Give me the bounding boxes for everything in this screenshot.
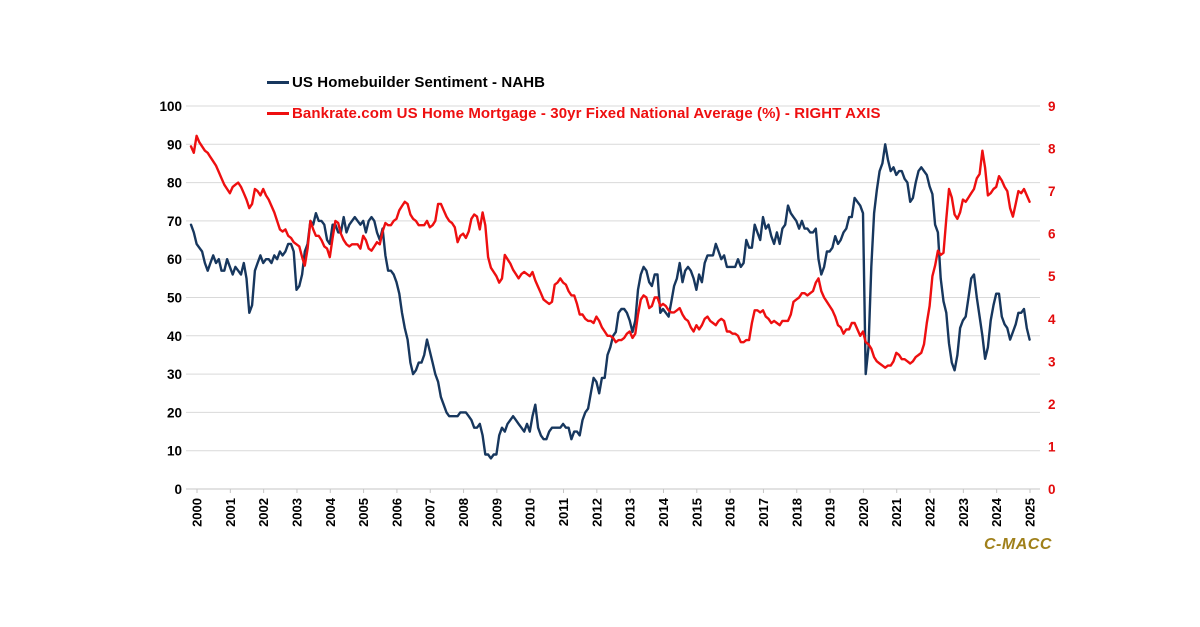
x-axis-year-label: 2016	[723, 498, 738, 527]
x-axis-year-label: 2017	[756, 498, 771, 527]
x-axis-year-label: 2022	[923, 498, 938, 527]
x-axis-year-label: 2010	[523, 498, 538, 527]
x-axis-year-label: 2009	[489, 498, 504, 527]
y-axis-left-tick-label: 0	[174, 482, 182, 497]
legend-item-mortgage: Bankrate.com US Home Mortgage - 30yr Fix…	[267, 101, 881, 125]
y-axis-right-tick-label: 2	[1048, 397, 1056, 412]
x-axis-year-label: 2008	[456, 498, 471, 527]
y-axis-left-tick-label: 20	[167, 405, 182, 420]
y-axis-right-tick-label: 5	[1048, 269, 1056, 284]
nahb-series-line-icon	[267, 80, 289, 84]
x-axis-year-label: 2002	[256, 498, 271, 527]
y-axis-left-tick-label: 90	[167, 137, 182, 152]
y-axis-right-tick-label: 1	[1048, 439, 1056, 454]
y-axis-left-tick-label: 50	[167, 291, 182, 306]
y-axis-left-tick-label: 30	[167, 367, 182, 382]
y-axis-right-tick-label: 8	[1048, 142, 1056, 157]
x-axis-year-label: 2020	[856, 498, 871, 527]
y-axis-right-tick-label: 3	[1048, 354, 1056, 369]
x-axis-year-label: 2005	[356, 498, 371, 527]
nahb-sentiment-line	[189, 143, 1031, 460]
cmacc-watermark: C-MACC	[984, 536, 1052, 553]
y-axis-right-tick-label: 0	[1048, 482, 1056, 497]
y-axis-left-tick-label: 70	[167, 214, 182, 229]
x-axis-year-label: 2011	[556, 498, 571, 526]
y-axis-left-tick-label: 80	[167, 176, 182, 191]
y-axis-right-tick-label: 7	[1048, 184, 1056, 199]
x-axis-year-label: 2018	[789, 498, 804, 527]
x-axis-year-label: 2004	[323, 497, 338, 527]
x-axis-year-label: 2024	[989, 497, 1004, 527]
x-axis-year-label: 2012	[589, 498, 604, 527]
y-axis-right-tick-label: 4	[1048, 312, 1056, 327]
y-axis-left-tick-label: 10	[167, 444, 182, 459]
x-axis-year-label: 2007	[423, 498, 438, 527]
mortgage-rate-line	[189, 134, 1031, 369]
x-axis-year-label: 2025	[1023, 498, 1038, 527]
x-axis-year-label: 2006	[389, 498, 404, 527]
y-axis-left-tick-label: 60	[167, 252, 182, 267]
x-axis-year-label: 2015	[689, 498, 704, 527]
x-axis-year-label: 2001	[223, 498, 238, 527]
legend-label-nahb: US Homebuilder Sentiment - NAHB	[292, 73, 546, 91]
legend-item-nahb: US Homebuilder Sentiment - NAHB	[267, 70, 881, 94]
mortgage-series-line-icon	[267, 111, 289, 115]
x-axis-year-label: 2023	[956, 498, 971, 527]
y-axis-right-tick-label: 9	[1048, 99, 1056, 114]
y-axis-left-tick-label: 100	[159, 99, 182, 114]
legend-label-mortgage: Bankrate.com US Home Mortgage - 30yr Fix…	[292, 104, 881, 122]
x-axis-year-label: 2000	[190, 498, 205, 527]
x-axis-year-label: 2013	[623, 498, 638, 527]
legend: US Homebuilder Sentiment - NAHB Bankrate…	[267, 70, 881, 132]
x-axis-year-label: 2021	[889, 498, 904, 527]
x-axis-year-label: 2019	[823, 498, 838, 527]
x-axis-year-label: 2003	[289, 498, 304, 527]
x-axis-year-label: 2014	[656, 497, 671, 527]
y-axis-right-tick-label: 6	[1048, 227, 1056, 242]
y-axis-left-tick-label: 40	[167, 329, 182, 344]
